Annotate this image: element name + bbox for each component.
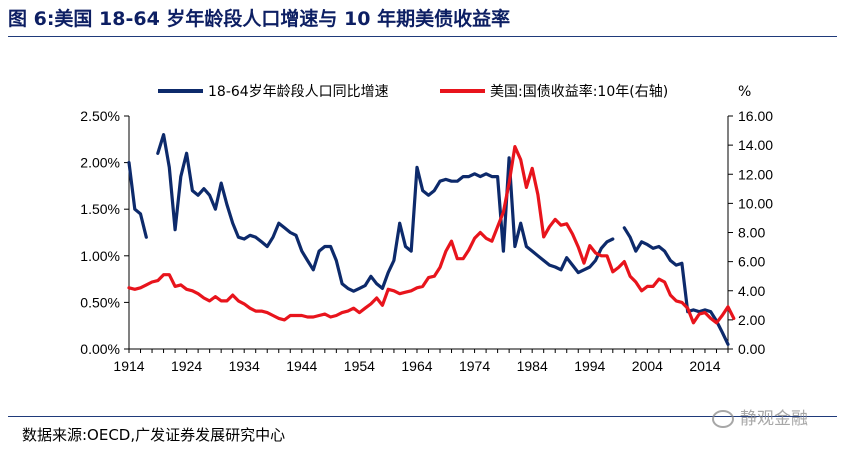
left-axis-tick-label: 2.00% (80, 155, 120, 171)
chat-bubble-icon (712, 410, 734, 428)
x-axis-tick-label: 2004 (632, 358, 663, 374)
left-axis-tick-label: 0.00% (80, 341, 120, 357)
legend-label-population: 18-64岁年龄段人口同比增速 (208, 84, 389, 100)
left-axis-tick-label: 1.50% (80, 201, 120, 217)
legend-label-treasury-yield: 美国:国债收益率:10年(右轴) (490, 83, 668, 100)
treasury-yield-line-segment-1 (127, 145, 736, 325)
right-axis-tick-label: 0.00 (738, 341, 765, 357)
x-axis-tick-label: 1994 (574, 358, 605, 374)
source-note: 数据来源:OECD,广发证券发展研究中心 (22, 426, 286, 444)
x-axis-tick-label: 1924 (171, 358, 202, 374)
x-axis-tick-label: 2014 (689, 358, 720, 374)
series-lines (127, 133, 736, 346)
population-growth-line-segment-2 (156, 133, 615, 293)
x-axis-tick-label: 1914 (113, 358, 144, 374)
x-axis-tick-label: 1974 (459, 358, 490, 374)
watermark-text: 静观金融 (740, 409, 808, 429)
x-axis-tick-label: 1954 (344, 358, 375, 374)
x-axis-tick-label: 1964 (401, 358, 432, 374)
right-axis-tick-label: 4.00 (738, 283, 765, 299)
left-axis-tick-label: 2.50% (80, 108, 120, 124)
x-axis-tick-label: 1984 (517, 358, 548, 374)
legend: 18-64岁年龄段人口同比增速 美国:国债收益率:10年(右轴) % (158, 83, 751, 100)
right-axis-tick-label: 10.00 (738, 195, 773, 211)
right-axis-tick-label: 2.00 (738, 312, 765, 328)
right-axis-tick-label: 6.00 (738, 254, 765, 270)
chart-title: 图 6:美国 18-64 岁年龄段人口增速与 10 年期美债收益率 (8, 8, 511, 30)
right-axis-tick-label: 8.00 (738, 225, 765, 241)
x-axis-tick-label: 1944 (286, 358, 317, 374)
title-divider (8, 36, 837, 37)
left-axis-tick-label: 1.00% (80, 248, 120, 264)
population-growth-line-segment-3 (622, 226, 730, 346)
axes: 0.00% 0.50% 1.00% 1.50% 2.00% 2.50% 0.00 2.00 4.… (80, 108, 773, 374)
right-axis-tick-label: 12.00 (738, 166, 773, 182)
right-axis-tick-label: 16.00 (738, 108, 773, 124)
right-axis-tick-label: 14.00 (738, 137, 773, 153)
population-growth-line-segment-1 (127, 161, 148, 239)
left-axis-tick-label: 0.50% (80, 294, 120, 310)
x-axis-tick-label: 1934 (229, 358, 260, 374)
source-divider (8, 416, 837, 417)
right-axis-unit: % (738, 84, 751, 100)
watermark: 静观金融 (712, 404, 808, 429)
